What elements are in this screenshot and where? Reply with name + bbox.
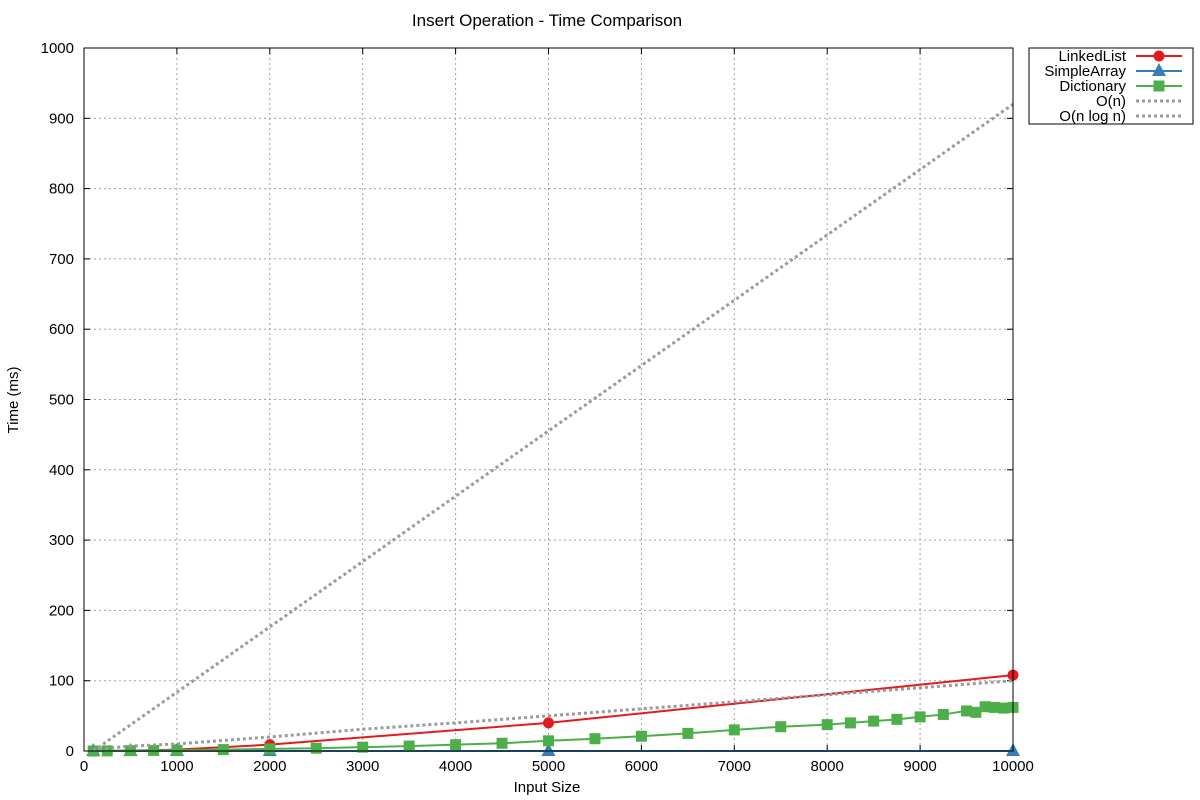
data-point xyxy=(496,737,508,749)
series-line xyxy=(93,679,1014,752)
data-point xyxy=(148,744,160,756)
data-point xyxy=(998,702,1010,714)
legend-label: SimpleArray xyxy=(1044,63,1126,80)
legend-marker xyxy=(1153,80,1165,92)
y-tick-label: 400 xyxy=(49,462,74,479)
data-point xyxy=(403,740,415,752)
y-tick-label: 0 xyxy=(66,743,74,760)
y-tick-label: 900 xyxy=(49,110,74,127)
plot-frame xyxy=(83,47,1014,752)
legend-marker xyxy=(1153,50,1165,62)
data-point xyxy=(728,724,740,736)
series-layer xyxy=(86,103,1020,757)
series-dictionary xyxy=(87,701,1019,757)
y-axis-label: Time (ms) xyxy=(5,367,22,434)
y-tick-label: 500 xyxy=(49,392,74,409)
legend-label: Dictionary xyxy=(1059,78,1126,95)
x-tick-label: 2000 xyxy=(253,758,286,775)
x-tick-label: 0 xyxy=(80,758,88,775)
y-tick-label: 800 xyxy=(49,181,74,198)
x-axis-label: Input Size xyxy=(514,779,581,796)
series-line xyxy=(92,103,1014,753)
data-point xyxy=(914,711,926,723)
data-point xyxy=(891,713,903,725)
data-point xyxy=(868,715,880,727)
y-tick-label: 200 xyxy=(49,602,74,619)
data-point xyxy=(775,721,787,733)
data-point xyxy=(450,739,462,751)
series-o-n- xyxy=(92,103,1014,753)
data-point xyxy=(979,701,991,713)
data-point xyxy=(171,744,183,756)
axis-ticks: 0 1000 2000 3000 4000 5000 6000 7000 8000 9000 100… xyxy=(41,40,1034,775)
data-point xyxy=(589,733,601,745)
y-tick-label: 700 xyxy=(49,251,74,268)
chart-title: Insert Operation - Time Comparison xyxy=(412,11,682,30)
legend-marker xyxy=(1152,63,1166,76)
data-point xyxy=(217,744,229,756)
x-tick-label: 10000 xyxy=(992,758,1034,775)
data-point xyxy=(970,706,982,718)
data-point xyxy=(543,735,554,747)
legend-label: O(n) xyxy=(1096,93,1126,110)
grid xyxy=(84,48,1013,751)
data-point xyxy=(635,730,647,742)
y-tick-label: 1000 xyxy=(41,40,74,57)
data-point xyxy=(937,708,949,720)
x-tick-label: 1000 xyxy=(160,758,193,775)
data-point xyxy=(310,742,322,754)
x-tick-label: 7000 xyxy=(718,758,751,775)
data-point xyxy=(357,741,369,753)
x-tick-label: 5000 xyxy=(532,758,565,775)
data-point xyxy=(844,717,856,729)
legend-label: O(n log n) xyxy=(1059,108,1126,125)
data-point xyxy=(264,743,276,755)
y-tick-label: 100 xyxy=(49,673,74,690)
legend-label: LinkedList xyxy=(1058,48,1126,65)
x-tick-label: 9000 xyxy=(903,758,936,775)
x-tick-label: 8000 xyxy=(811,758,844,775)
series-o-n-log-n- xyxy=(93,679,1014,752)
data-point xyxy=(821,719,833,731)
x-tick-label: 6000 xyxy=(625,758,658,775)
y-tick-label: 600 xyxy=(49,321,74,338)
data-point xyxy=(682,727,694,739)
data-point xyxy=(961,705,973,717)
data-point xyxy=(543,717,554,729)
y-tick-label: 300 xyxy=(49,532,74,549)
x-tick-label: 4000 xyxy=(439,758,472,775)
data-point xyxy=(541,743,556,756)
x-tick-label: 3000 xyxy=(346,758,379,775)
data-point xyxy=(988,701,1000,713)
